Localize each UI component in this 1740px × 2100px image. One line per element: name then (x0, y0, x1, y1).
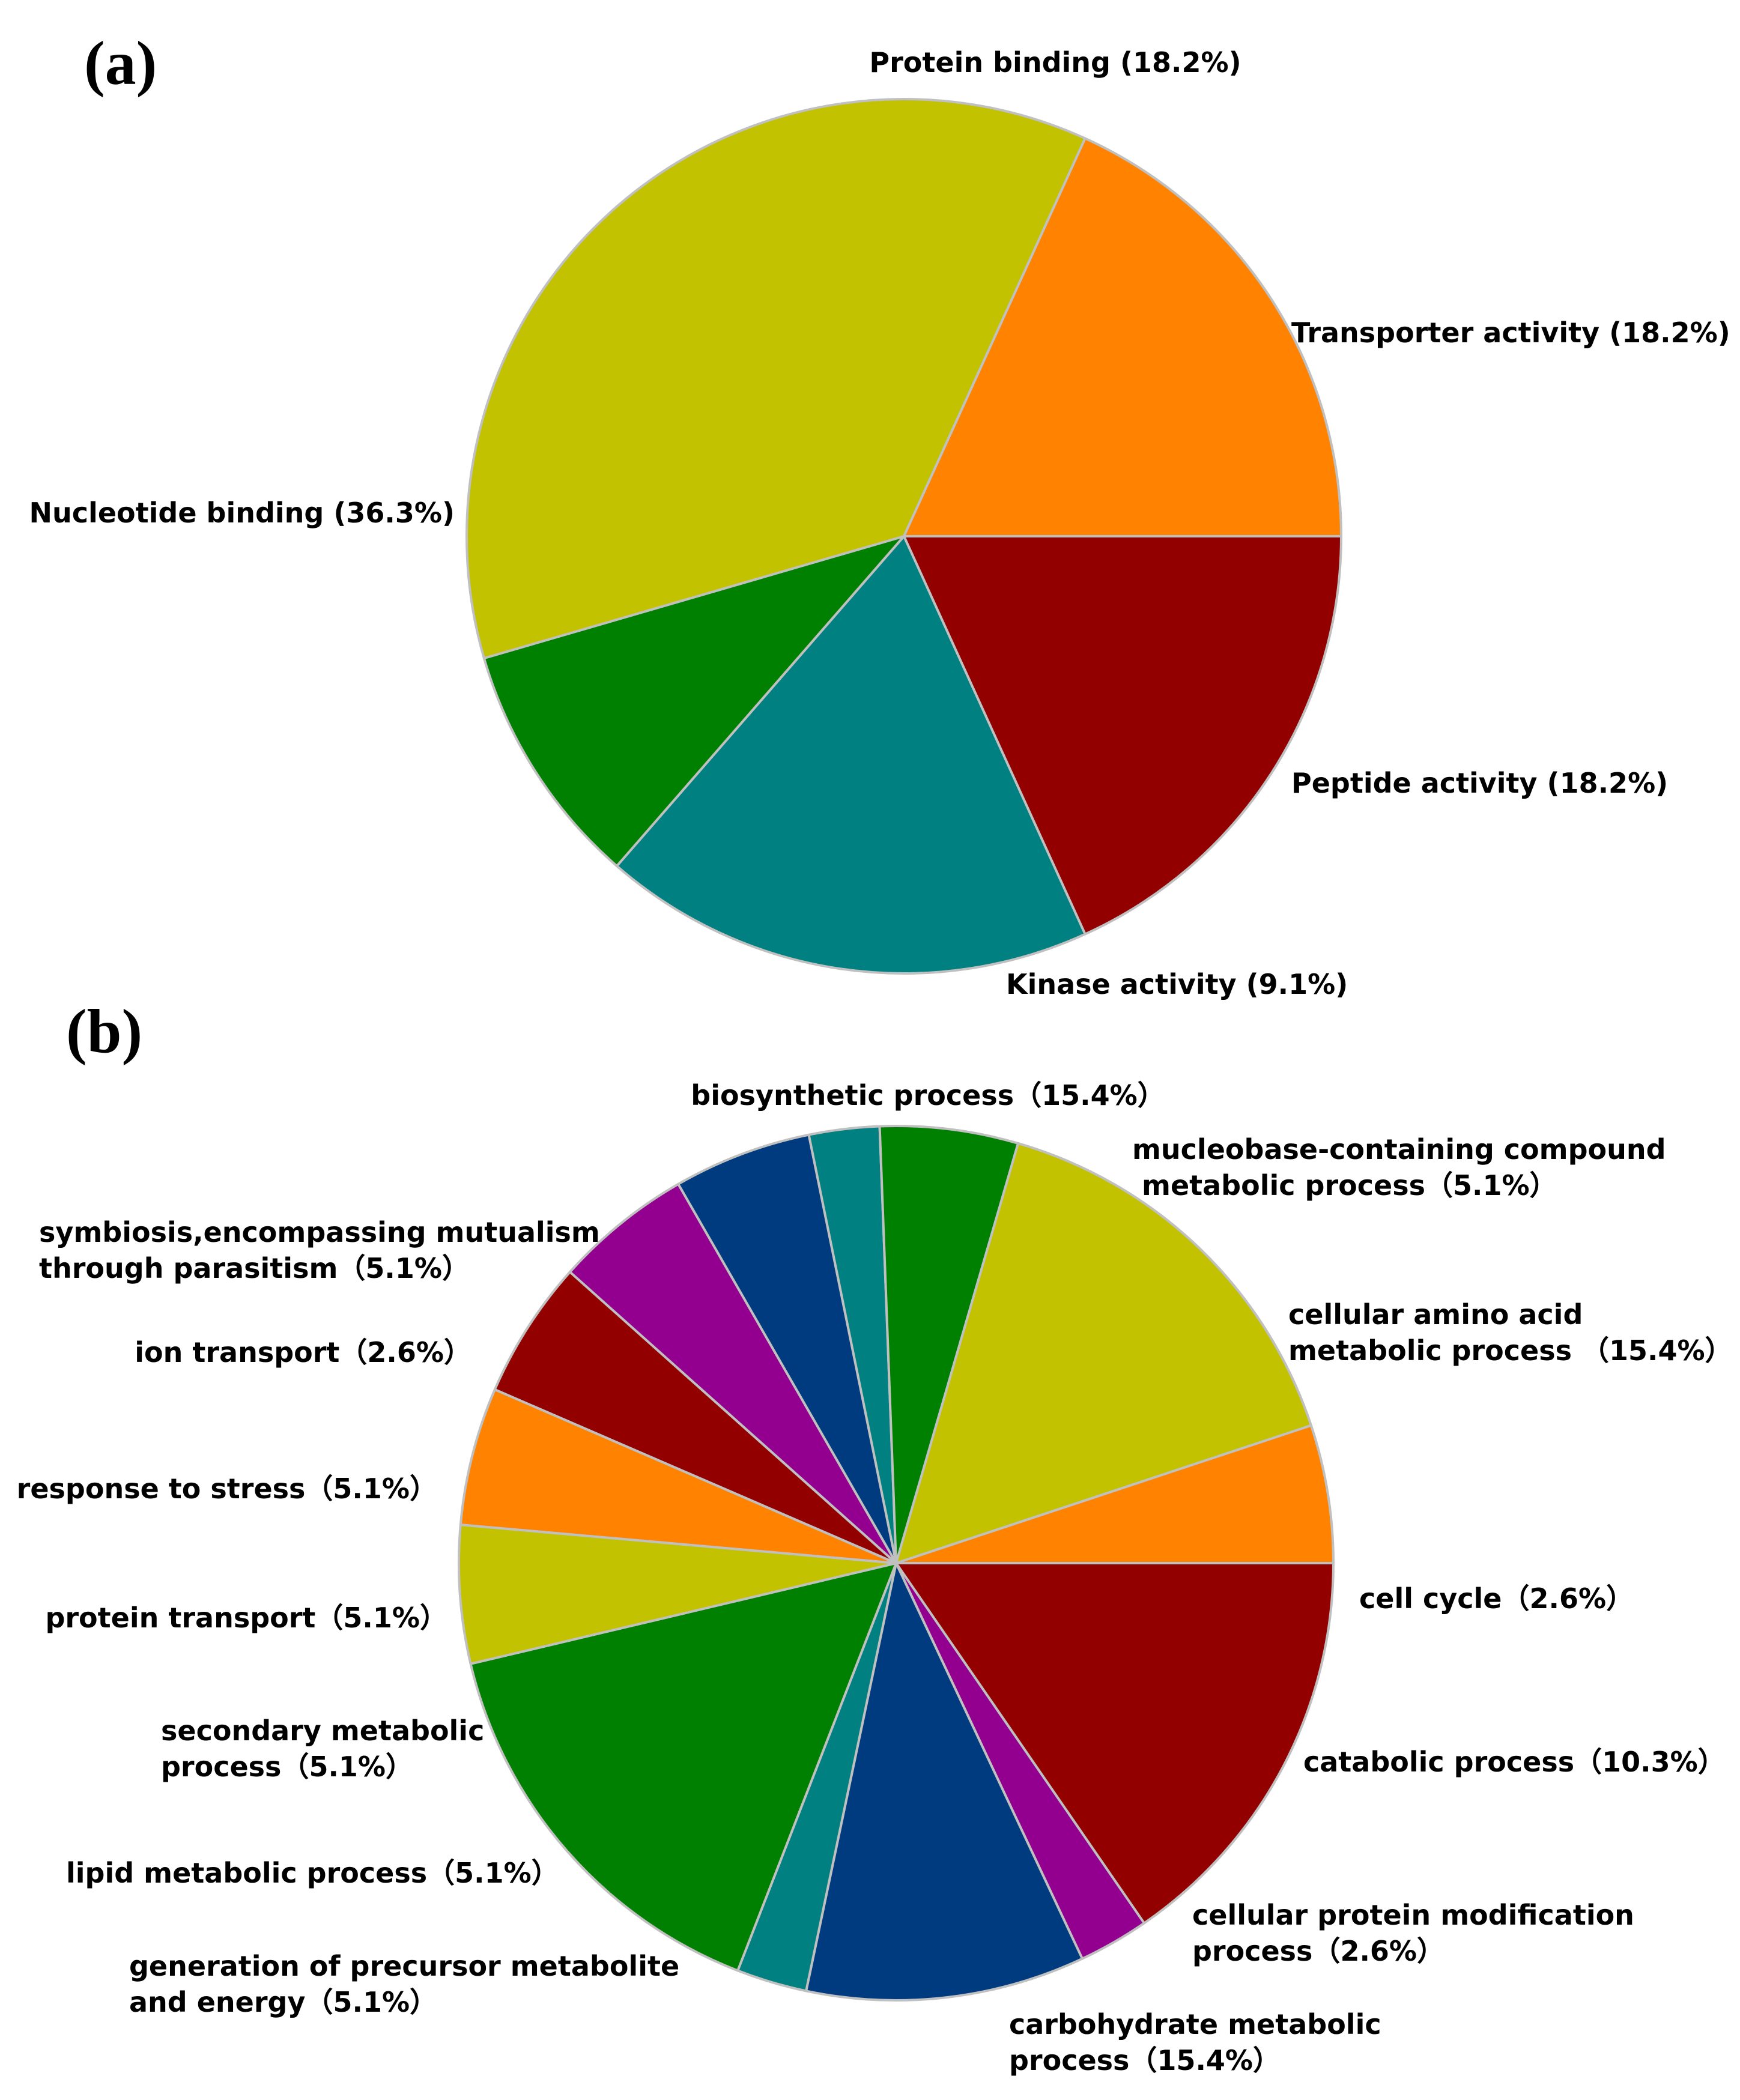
pie-b-label-10: ion transport（2.6%） (135, 1336, 471, 1369)
pie-b-label-8: protein transport（5.1%） (45, 1602, 447, 1634)
pie-b-slice-0 (895, 1562, 1335, 1925)
panel-b-label: (b) (66, 997, 142, 1066)
pie-a-slice-3 (465, 98, 1087, 660)
pie-b-label-13: mucleobase-containing compound metabolic… (1132, 1133, 1666, 1202)
pie-a-label-4: Protein binding (18.2%) (869, 46, 1241, 79)
pie-b-slice-12 (895, 1142, 1312, 1564)
pie-b-label-12: biosynthetic process（15.4%） (691, 1079, 1165, 1112)
pie-b-label-7: secondary metabolic process（5.1%） (161, 1714, 484, 1783)
pie-b-slice-4 (469, 1562, 897, 1972)
pie-a-slice-1 (616, 535, 1087, 975)
pie-chart-a: Transporter activity (18.2%) Peptide acti… (29, 46, 1730, 1000)
panel-a-label: (a) (84, 29, 157, 98)
pie-b-label-4: carbohydrate metabolic process（15.4%） (1009, 2008, 1381, 2077)
pie-b-slice-5 (457, 1524, 897, 1665)
pie-a-slice-2 (482, 535, 905, 868)
pie-b-label-6: lipid metabolic process（5.1%） (66, 1857, 559, 1889)
pie-b-label-1: cell cycle（2.6%） (1359, 1582, 1634, 1615)
pie-b-slice-9 (677, 1133, 897, 1564)
pie-b-label-5: generation of precursor metabolite and en… (129, 1950, 679, 2018)
pie-b-label-9: response to stress（5.1%） (17, 1472, 437, 1505)
pie-b-slice-11 (878, 1125, 1020, 1564)
pie-a-label-1: Peptide activity (18.2%) (1291, 767, 1668, 799)
pie-b-label-3: cellular protein modification process（2.6… (1192, 1899, 1634, 1967)
pie-a-label-2: Kinase activity (9.1%) (1006, 968, 1348, 1000)
pie-chart-b: cellular amino acid metabolic process （15… (17, 1079, 1733, 2077)
pie-b-label-2: catabolic process（10.3%） (1303, 1746, 1726, 1778)
pie-a-label-0: Transporter activity (18.2%) (1291, 316, 1730, 349)
pie-b-slice-13 (895, 1424, 1335, 1564)
pie-a-slice-4 (903, 137, 1342, 537)
pie-b-slice-7 (493, 1271, 897, 1564)
pie-b-label-0: cellular amino acid metabolic process （15… (1288, 1298, 1733, 1367)
pie-a-label-3: Nucleotide binding (36.3%) (29, 497, 455, 529)
pie-a-slice-0 (903, 535, 1342, 936)
pie-b-label-11: symbiosis,encompassing mutualism through … (39, 1216, 600, 1285)
pie-b-slice-2 (805, 1562, 1084, 2002)
pie-b-slice-6 (459, 1388, 897, 1564)
pie-b-slice-8 (568, 1182, 897, 1564)
